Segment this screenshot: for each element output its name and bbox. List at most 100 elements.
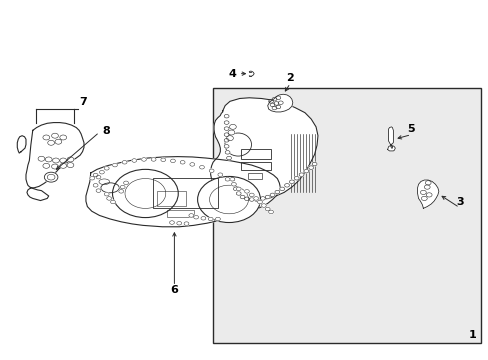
Circle shape xyxy=(44,172,58,182)
Bar xyxy=(240,149,270,159)
Polygon shape xyxy=(388,127,393,148)
Text: 8: 8 xyxy=(102,126,109,136)
Circle shape xyxy=(261,204,265,207)
Circle shape xyxy=(141,158,146,161)
Bar xyxy=(213,88,480,343)
Circle shape xyxy=(119,190,123,193)
Circle shape xyxy=(110,200,115,204)
Bar xyxy=(248,173,262,179)
Circle shape xyxy=(38,156,45,161)
Circle shape xyxy=(274,190,279,194)
Circle shape xyxy=(60,158,66,163)
Circle shape xyxy=(106,197,111,200)
Circle shape xyxy=(43,135,50,140)
Text: 3: 3 xyxy=(455,197,463,207)
Circle shape xyxy=(233,187,238,191)
Circle shape xyxy=(249,193,254,197)
Text: 6: 6 xyxy=(170,285,178,295)
Circle shape xyxy=(151,158,156,161)
Circle shape xyxy=(67,157,74,162)
Circle shape xyxy=(226,156,231,160)
Polygon shape xyxy=(27,188,49,201)
Circle shape xyxy=(180,161,184,164)
Circle shape xyxy=(104,167,109,170)
Circle shape xyxy=(177,221,181,225)
Circle shape xyxy=(120,185,125,189)
Circle shape xyxy=(249,198,254,201)
Circle shape xyxy=(269,193,274,197)
Circle shape xyxy=(132,159,137,162)
Circle shape xyxy=(169,221,174,224)
Circle shape xyxy=(52,164,58,169)
Circle shape xyxy=(236,192,241,195)
Circle shape xyxy=(224,133,228,136)
Circle shape xyxy=(55,139,61,144)
Circle shape xyxy=(265,195,269,199)
Polygon shape xyxy=(86,157,280,227)
Bar xyxy=(167,210,193,217)
Circle shape xyxy=(99,170,104,174)
Circle shape xyxy=(224,127,228,130)
Polygon shape xyxy=(210,98,317,199)
Circle shape xyxy=(299,173,304,176)
Circle shape xyxy=(244,197,249,201)
Polygon shape xyxy=(267,94,292,112)
Circle shape xyxy=(224,139,228,142)
Circle shape xyxy=(224,145,228,148)
Circle shape xyxy=(279,187,284,191)
Bar xyxy=(156,192,185,206)
Circle shape xyxy=(53,158,59,163)
Bar xyxy=(240,162,270,170)
Circle shape xyxy=(284,184,289,187)
Polygon shape xyxy=(17,136,26,153)
Circle shape xyxy=(208,217,213,221)
Circle shape xyxy=(60,135,66,140)
Circle shape xyxy=(67,163,74,168)
Circle shape xyxy=(224,177,229,181)
Circle shape xyxy=(226,136,233,141)
Circle shape xyxy=(227,130,234,135)
Circle shape xyxy=(215,217,220,221)
Circle shape xyxy=(240,195,244,199)
Circle shape xyxy=(294,176,299,180)
Polygon shape xyxy=(26,123,84,188)
Circle shape xyxy=(122,161,127,164)
Circle shape xyxy=(48,140,54,145)
Polygon shape xyxy=(387,146,394,151)
Circle shape xyxy=(112,163,117,167)
Circle shape xyxy=(52,133,58,138)
Circle shape xyxy=(161,158,165,162)
Circle shape xyxy=(201,216,205,220)
Circle shape xyxy=(209,169,214,172)
Circle shape xyxy=(268,210,273,214)
Circle shape xyxy=(231,183,236,186)
Circle shape xyxy=(257,200,262,204)
Circle shape xyxy=(308,166,313,169)
Circle shape xyxy=(90,176,95,180)
Circle shape xyxy=(224,150,229,154)
Circle shape xyxy=(104,192,109,196)
Circle shape xyxy=(93,173,98,177)
Circle shape xyxy=(183,222,188,225)
Circle shape xyxy=(96,175,101,179)
Circle shape xyxy=(93,184,98,187)
Circle shape xyxy=(229,177,234,181)
Circle shape xyxy=(189,163,194,166)
Circle shape xyxy=(45,157,52,162)
Circle shape xyxy=(260,197,265,200)
Text: 5: 5 xyxy=(407,124,414,134)
Text: 1: 1 xyxy=(468,330,476,340)
Circle shape xyxy=(236,187,241,191)
Circle shape xyxy=(265,207,269,211)
Circle shape xyxy=(289,180,294,184)
Text: 7: 7 xyxy=(79,97,87,107)
Circle shape xyxy=(199,166,204,169)
Circle shape xyxy=(112,169,178,217)
Circle shape xyxy=(304,169,308,173)
Bar xyxy=(152,178,218,208)
Circle shape xyxy=(218,173,223,176)
Circle shape xyxy=(311,162,316,166)
Text: 4: 4 xyxy=(228,69,236,79)
Circle shape xyxy=(224,114,228,118)
Circle shape xyxy=(60,163,66,168)
